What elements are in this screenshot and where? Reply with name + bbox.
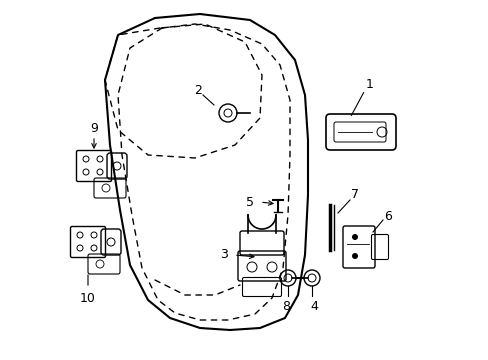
Text: 8: 8 bbox=[282, 300, 289, 312]
Circle shape bbox=[351, 253, 357, 259]
Text: 4: 4 bbox=[309, 300, 317, 312]
Text: 6: 6 bbox=[383, 210, 391, 222]
Text: 10: 10 bbox=[80, 292, 96, 305]
Text: 3: 3 bbox=[220, 248, 227, 261]
Text: 9: 9 bbox=[90, 122, 98, 135]
Circle shape bbox=[351, 234, 357, 240]
Text: 5: 5 bbox=[245, 195, 253, 208]
Text: 7: 7 bbox=[350, 189, 358, 202]
Text: 1: 1 bbox=[366, 77, 373, 90]
Text: 2: 2 bbox=[194, 85, 202, 98]
